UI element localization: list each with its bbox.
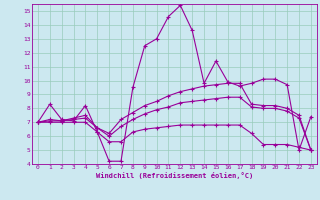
X-axis label: Windchill (Refroidissement éolien,°C): Windchill (Refroidissement éolien,°C) xyxy=(96,172,253,179)
